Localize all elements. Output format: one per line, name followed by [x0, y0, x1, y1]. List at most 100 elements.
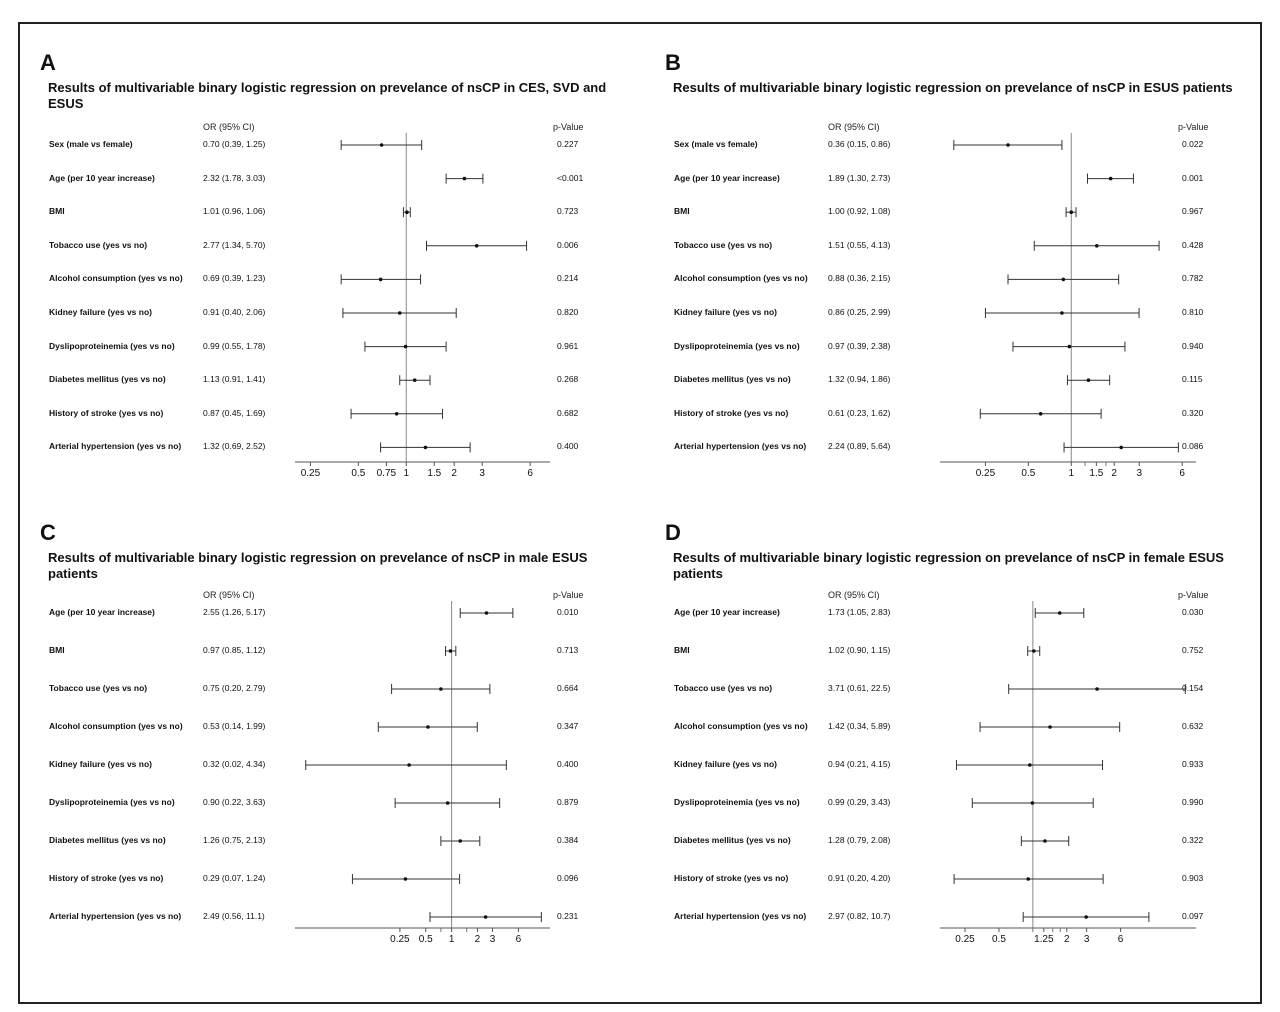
panel-title: Results of multivariable binary logistic… [48, 80, 607, 111]
row-label: Kidney failure (yes vs no) [49, 307, 152, 317]
x-tick-label: 2 [451, 468, 457, 479]
p-value: 0.879 [557, 797, 579, 807]
or-ci-value: 2.24 (0.89, 5.64) [828, 441, 891, 452]
p-value: 0.820 [557, 307, 579, 317]
or-point [1028, 763, 1032, 767]
p-value: 0.030 [1182, 607, 1204, 617]
x-tick-label: 6 [1179, 468, 1185, 479]
x-tick-label: 1.5 [427, 468, 442, 479]
or-ci-value: 1.26 (0.75, 2.13) [203, 835, 266, 845]
row-label: History of stroke (yes vs no) [49, 873, 164, 883]
or-point [1108, 176, 1113, 181]
panel-letter: B [665, 50, 681, 75]
or-point [439, 687, 443, 691]
or-ci-value: 2.49 (0.56, 11.1) [203, 911, 265, 921]
or-point [448, 649, 453, 653]
row-label: Alcohol consumption (yes vs no) [674, 273, 808, 284]
or-point [1043, 839, 1047, 843]
p-value: 0.400 [557, 759, 579, 769]
or-ci-value: 0.53 (0.14, 1.99) [203, 721, 266, 731]
or-point [1048, 725, 1052, 729]
or-ci-value: 0.90 (0.22, 3.63) [203, 797, 266, 807]
row-label: Kidney failure (yes vs no) [674, 307, 777, 317]
p-value: <0.001 [557, 172, 584, 183]
or-point [484, 611, 489, 615]
or-ci-value: 0.88 (0.36, 2.15) [828, 273, 891, 284]
p-value: 0.752 [1182, 645, 1204, 655]
or-point [1006, 143, 1010, 147]
x-tick-label: 3 [1083, 934, 1090, 945]
row-label: BMI [674, 206, 690, 217]
row-label: BMI [49, 206, 65, 217]
p-value: 0.400 [557, 441, 579, 452]
or-point [379, 143, 384, 147]
row-label: Sex (male vs female) [49, 139, 133, 149]
x-tick-label: 0.25 [390, 934, 410, 945]
or-point [403, 344, 408, 349]
row-label: Age (per 10 year increase) [674, 172, 780, 183]
p-value: 0.933 [1182, 759, 1204, 769]
p-value: 0.320 [1182, 407, 1204, 418]
row-label: Arterial hypertension (yes vs no) [674, 911, 807, 921]
or-ci-header: OR (95% CI) [828, 590, 880, 600]
row-label: Diabetes mellitus (yes vs no) [674, 835, 791, 845]
p-value: 0.664 [557, 683, 579, 693]
row-label: Alcohol consumption (yes vs no) [49, 273, 183, 284]
or-ci-value: 0.91 (0.20, 4.20) [828, 873, 891, 883]
or-ci-value: 0.97 (0.85, 1.12) [203, 645, 266, 655]
p-value: 0.384 [557, 835, 579, 845]
row-label: Kidney failure (yes vs no) [674, 759, 777, 769]
or-ci-value: 0.86 (0.25, 2.99) [828, 307, 891, 317]
or-point [1069, 210, 1074, 214]
or-point [407, 763, 411, 767]
row-label: Dyslipoproteinemia (yes vs no) [674, 340, 800, 351]
row-label: History of stroke (yes vs no) [674, 873, 789, 883]
or-ci-value: 0.99 (0.55, 1.78) [203, 340, 266, 351]
or-ci-value: 1.42 (0.34, 5.89) [828, 721, 891, 731]
or-point [1032, 649, 1036, 653]
or-ci-value: 0.29 (0.07, 1.24) [203, 873, 266, 883]
row-label: Tobacco use (yes vs no) [674, 239, 773, 250]
x-tick-label: 0.5 [418, 934, 433, 945]
or-point [1030, 801, 1035, 805]
p-value: 0.782 [1182, 273, 1204, 284]
p-value: 0.682 [557, 407, 579, 418]
panel-title: Results of multivariable binary logistic… [673, 80, 1233, 95]
row-label: Dyslipoproteinemia (yes vs no) [674, 797, 800, 807]
x-tick-label: 6 [515, 934, 522, 945]
x-tick-label: 6 [1117, 934, 1124, 945]
or-point [1119, 445, 1123, 450]
or-point [1057, 611, 1062, 615]
x-tick-label: 0.25 [300, 468, 321, 479]
p-value: 0.940 [1182, 340, 1204, 351]
x-tick-label: 2 [1111, 468, 1117, 479]
or-ci-value: 0.94 (0.21, 4.15) [828, 759, 891, 769]
p-value: 0.268 [557, 374, 579, 385]
or-point [458, 839, 463, 843]
p-value-header: p-Value [553, 590, 584, 600]
row-label: BMI [49, 645, 65, 655]
or-ci-value: 1.32 (0.94, 1.86) [828, 374, 891, 385]
or-ci-value: 2.77 (1.34, 5.70) [203, 239, 266, 250]
or-ci-value: 0.91 (0.40, 2.06) [203, 307, 266, 317]
row-label: BMI [674, 645, 690, 655]
or-ci-value: 0.99 (0.29, 3.43) [828, 797, 891, 807]
x-tick-label: 0.5 [351, 468, 366, 479]
panel-letter: C [40, 520, 56, 545]
p-value: 0.347 [557, 721, 579, 731]
x-tick-label: 0.75 [376, 468, 397, 479]
or-point [445, 801, 450, 805]
row-label: Age (per 10 year increase) [49, 172, 155, 183]
row-label: Diabetes mellitus (yes vs no) [49, 374, 166, 385]
x-tick-label: 0.25 [975, 468, 996, 479]
row-label: Arterial hypertension (yes vs no) [674, 441, 807, 452]
p-value: 0.086 [1182, 441, 1204, 452]
p-value: 0.001 [1182, 172, 1204, 183]
or-point [1026, 877, 1031, 881]
p-value: 0.903 [1182, 873, 1204, 883]
or-point [1060, 311, 1064, 315]
x-tick-label: 6 [527, 468, 533, 479]
or-ci-value: 1.00 (0.92, 1.08) [828, 206, 891, 217]
